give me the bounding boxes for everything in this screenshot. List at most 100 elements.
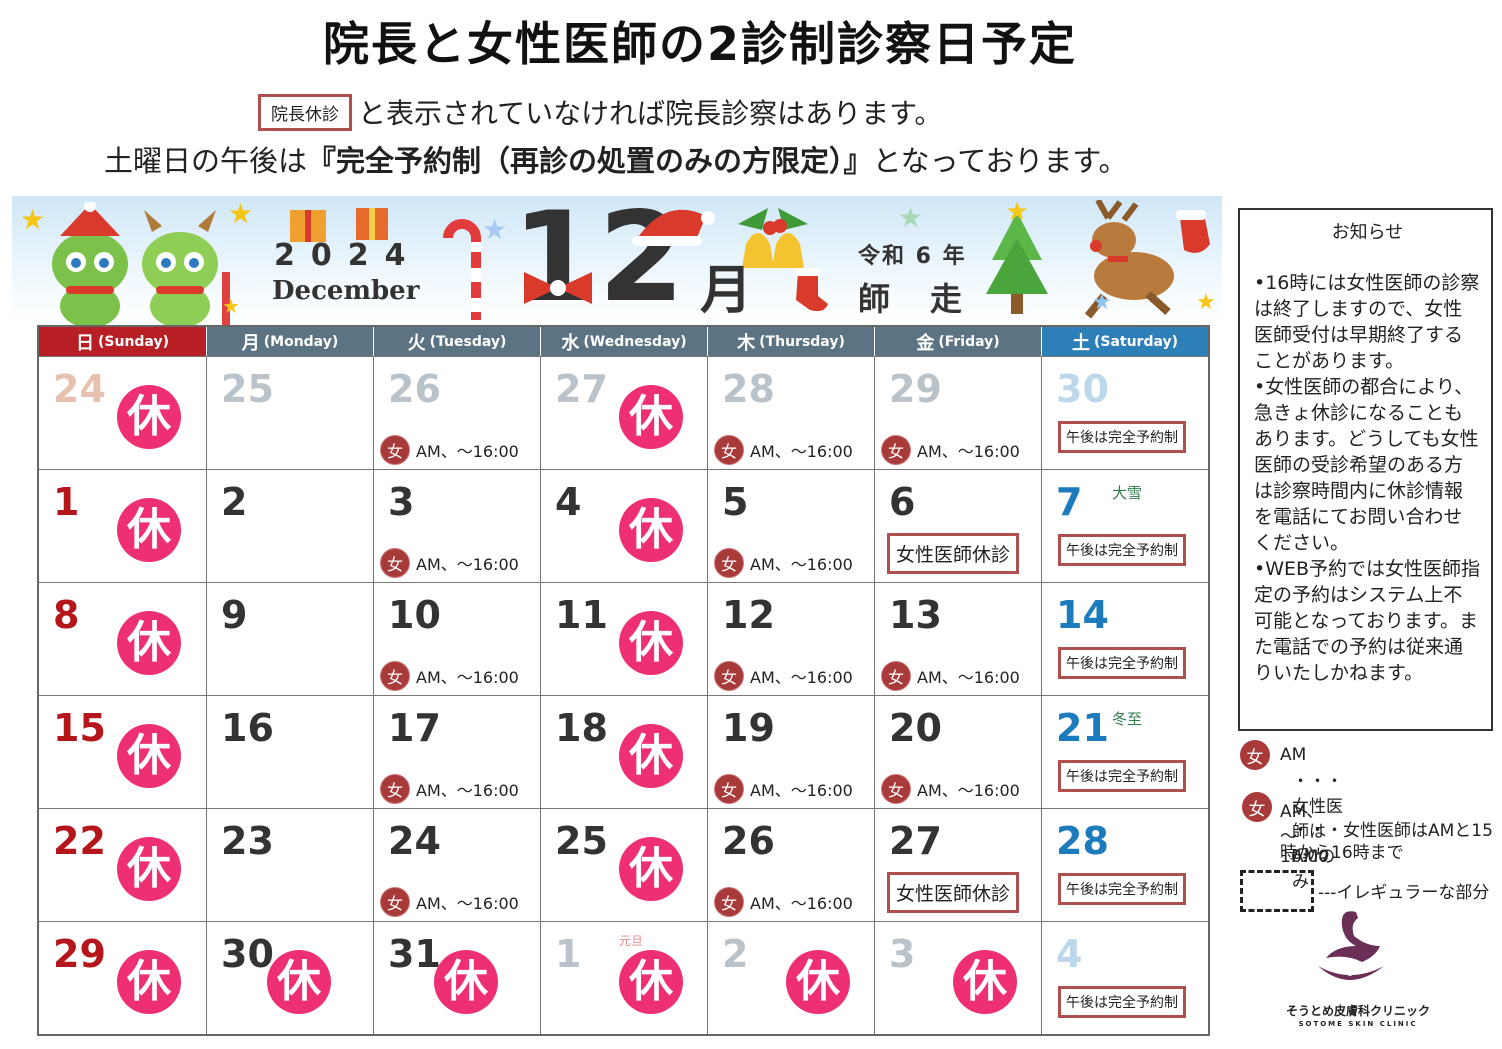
day-number: 28	[722, 367, 775, 411]
weekday-en: (Saturday)	[1093, 333, 1179, 350]
day-number: 23	[221, 819, 274, 863]
female-doctor-schedule: 女 AM、～16:00	[714, 887, 853, 917]
closed-day-icon: 休	[786, 950, 850, 1014]
closed-day-icon: 休	[434, 950, 498, 1014]
female-doctor-icon: 女	[881, 435, 911, 465]
day-number: 2	[722, 932, 749, 976]
female-doctor-icon: 女	[380, 435, 410, 465]
star-icon: ★	[228, 197, 254, 230]
weekday-header-thursday: 木 (Thursday)	[707, 327, 874, 356]
day-number: 2	[221, 480, 248, 524]
female-doctor-icon: 女	[881, 774, 911, 804]
female-doctor-off-badge: 女性医師休診	[887, 872, 1020, 913]
weekday-header-saturday: 土 (Saturday)	[1041, 327, 1208, 356]
day-number: 20	[889, 706, 942, 750]
notice-title: お知らせ	[1331, 222, 1404, 243]
day-number: 29	[53, 932, 106, 976]
day-number: 25	[221, 367, 274, 411]
saturday-reservation-badge: 午後は完全予約制	[1058, 986, 1186, 1018]
stocking-icon	[796, 268, 828, 312]
saturday-reservation-badge: 午後は完全予約制	[1058, 534, 1186, 566]
legend-irregular-label: ---イレギュラーな部分	[1318, 883, 1490, 903]
female-doctor-schedule: 女 AM、～16:00	[881, 435, 1020, 465]
calendar-day-cell: 26 女 AM、～16:00	[373, 356, 540, 469]
day-number: 12	[722, 593, 775, 637]
closed-day-icon: 休	[117, 611, 181, 675]
closed-day-icon: 休	[619, 498, 683, 562]
banner-month-kanji: 月	[700, 261, 753, 321]
closed-day-icon: 休	[117, 950, 181, 1014]
calendar-day-cell: 10 女 AM、～16:00	[373, 582, 540, 695]
calendar-day-cell: 23	[206, 808, 373, 921]
closed-day-icon: 休	[619, 950, 683, 1014]
dragon-mascot-illustration	[52, 202, 230, 326]
day-number: 30	[221, 932, 274, 976]
female-doctor-icon: 女	[380, 774, 410, 804]
christmas-tree-icon: ★	[986, 198, 1048, 314]
banner-traditional-month: 師走	[858, 280, 1003, 318]
clinic-name-en: SOTOME SKIN CLINIC	[1298, 1020, 1418, 1028]
female-doctor-schedule: 女 AM、～16:00	[380, 661, 519, 691]
female-doctor-icon: 女	[881, 661, 911, 691]
calendar-day-cell: 24 女 AM、～16:00	[373, 808, 540, 921]
weekday-jp: 木	[737, 332, 756, 354]
female-doctor-hours: AM、～16:00	[416, 668, 519, 687]
day-number: 26	[388, 367, 441, 411]
female-doctor-icon: 女	[1240, 740, 1270, 770]
saturday-note-prefix: 土曜日の午後は	[104, 144, 308, 178]
female-doctor-hours: AM、～16:00	[750, 894, 853, 913]
day-number: 15	[53, 706, 106, 750]
legend-am-label: AM	[1280, 745, 1307, 765]
closed-day-icon: 休	[619, 611, 683, 675]
month-banner: ★ ★ ★ 2024 December ★ 12 月 ★ 令和 6 年 師走 ★	[12, 196, 1222, 326]
female-doctor-icon: 女	[380, 548, 410, 578]
female-doctor-hours: AM、～16:00	[416, 781, 519, 800]
calendar-day-cell: 19 女 AM、～16:00	[707, 695, 874, 808]
day-number: 4	[555, 480, 582, 524]
female-doctor-schedule: 女 AM、～16:00	[380, 774, 519, 804]
closed-day-icon: 休	[117, 837, 181, 901]
calendar-day-cell: 27 休	[540, 356, 707, 469]
ribbon-bow-icon	[524, 272, 592, 304]
legend-pm-label: AM、～16:00	[1280, 802, 1329, 867]
calendar-day-cell: 15 休	[39, 695, 206, 808]
calendar-day-cell: 16	[206, 695, 373, 808]
calendar-day-cell: 30 休	[206, 921, 373, 1034]
day-number: 21	[1056, 706, 1109, 750]
day-number: 27	[889, 819, 942, 863]
female-doctor-schedule: 女 AM、～16:00	[380, 887, 519, 917]
weekday-header-wednesday: 水 (Wednesday)	[540, 327, 707, 356]
day-number: 11	[555, 593, 608, 637]
mitten-icon	[1176, 210, 1210, 253]
day-number: 25	[555, 819, 608, 863]
day-number: 7	[1056, 480, 1083, 524]
day-number: 10	[388, 593, 441, 637]
page-title: 院長と女性医師の2診制診察日予定	[322, 17, 1077, 71]
female-doctor-schedule: 女 AM、～16:00	[714, 774, 853, 804]
day-number: 19	[722, 706, 775, 750]
day-note: 冬至	[1112, 710, 1143, 728]
day-number: 18	[555, 706, 608, 750]
clinic-name: そうとめ皮膚科クリニック	[1285, 1004, 1430, 1018]
weekday-header-sunday: 日 (Sunday)	[39, 327, 206, 356]
female-doctor-hours: AM、～16:00	[917, 668, 1020, 687]
star-icon: ★	[1092, 290, 1112, 315]
female-doctor-hours: AM、～16:00	[917, 442, 1020, 461]
female-doctor-schedule: 女 AM、～16:00	[714, 435, 853, 465]
female-doctor-schedule: 女 AM、～16:00	[714, 548, 853, 578]
saturday-note-bold: 『完全予約制（再診の処置のみの方限定）』	[307, 144, 873, 178]
female-doctor-icon: 女	[380, 661, 410, 691]
weekday-en: (Thursday)	[759, 333, 845, 350]
female-doctor-schedule: 女 AM、～16:00	[881, 661, 1020, 691]
calendar-day-cell: 13 女 AM、～16:00	[874, 582, 1041, 695]
saturday-note-suffix: となっております。	[872, 144, 1128, 178]
notice-item: •女性医師の都合により、急きょ休診になることもあります。どうしても女性医師の受診…	[1254, 376, 1479, 555]
weekday-en: (Sunday)	[98, 333, 169, 350]
weekday-jp: 火	[407, 332, 426, 354]
candy-cane-icon	[443, 219, 481, 320]
female-doctor-icon: 女	[714, 661, 744, 691]
day-number: 13	[889, 593, 942, 637]
day-number: 14	[1056, 593, 1109, 637]
